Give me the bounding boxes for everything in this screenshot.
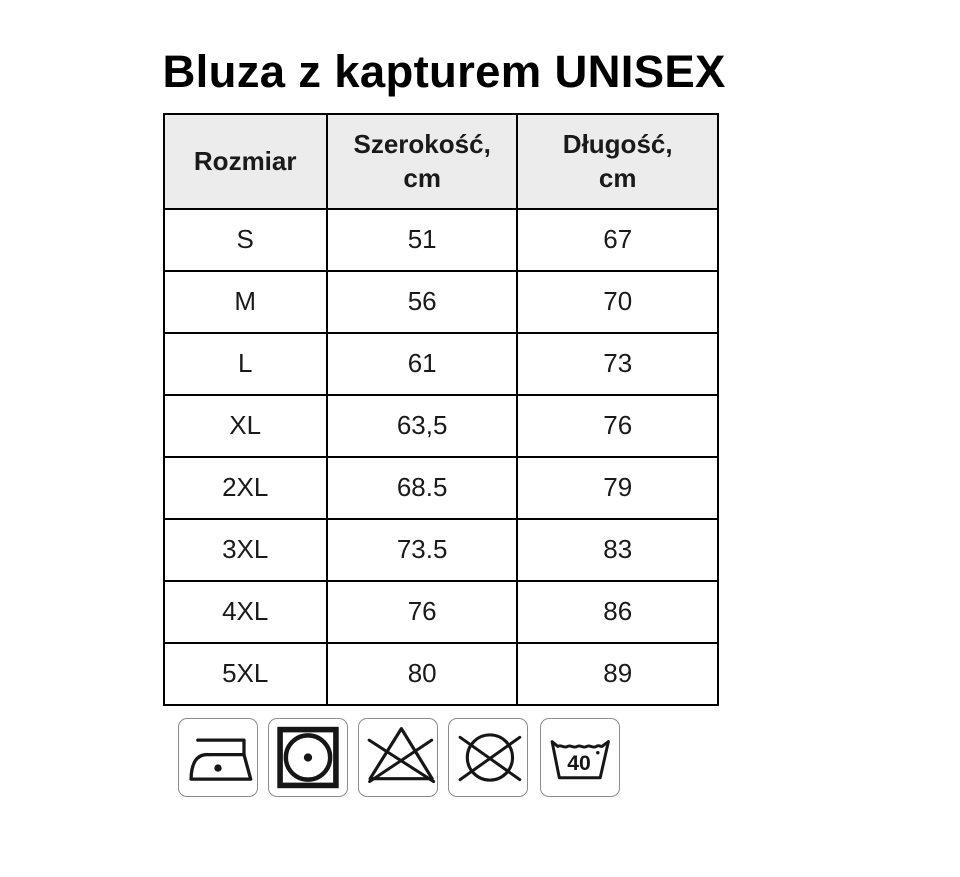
svg-text:40: 40 [567, 752, 591, 775]
